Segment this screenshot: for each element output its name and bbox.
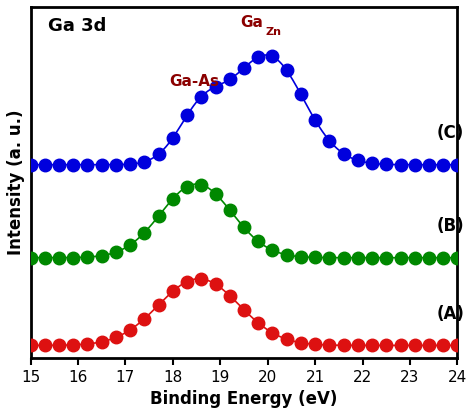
Text: Ga-As: Ga-As	[169, 74, 219, 89]
Text: Zn: Zn	[265, 27, 281, 37]
Text: Ga 3d: Ga 3d	[47, 17, 106, 35]
X-axis label: Binding Energy (eV): Binding Energy (eV)	[150, 390, 337, 408]
Text: (B): (B)	[437, 217, 464, 235]
Text: Ga: Ga	[240, 15, 263, 30]
Text: (A): (A)	[437, 305, 464, 323]
Y-axis label: Intensity (a. u.): Intensity (a. u.)	[7, 110, 25, 255]
Text: (C): (C)	[437, 124, 464, 142]
